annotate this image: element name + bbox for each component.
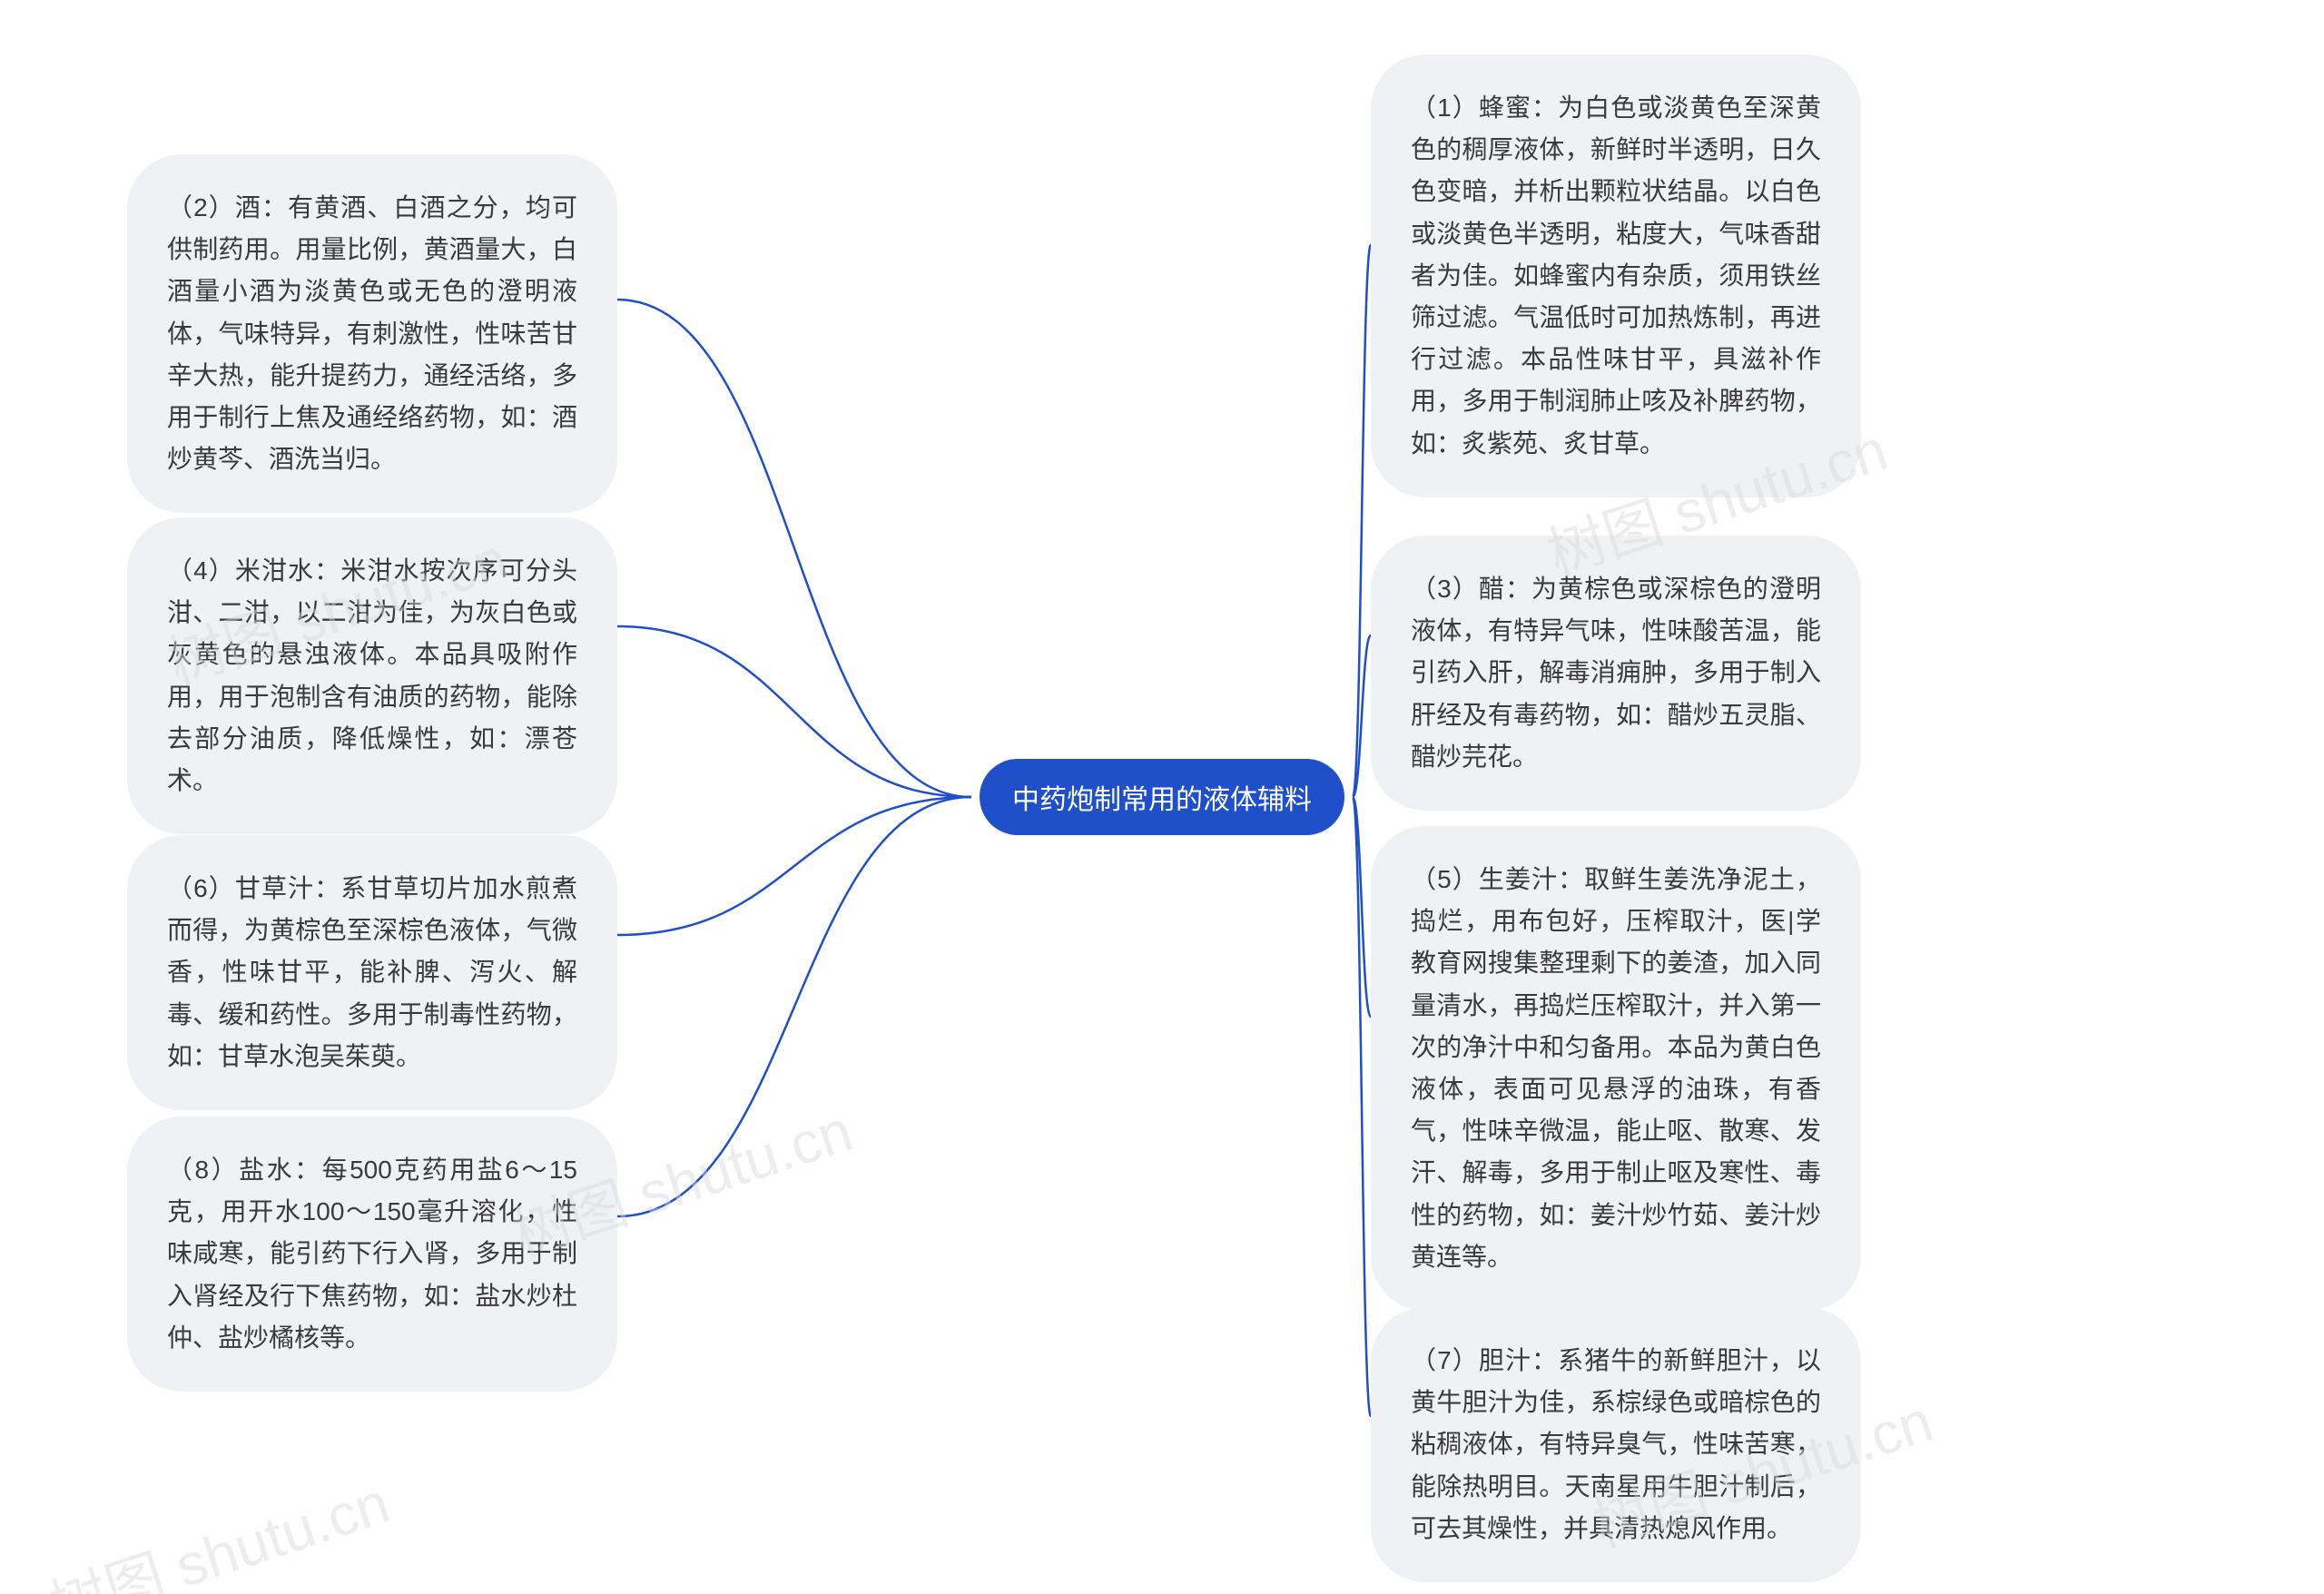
center-node: 中药炮制常用的液体辅料	[980, 759, 1344, 835]
mindmap-canvas: 中药炮制常用的液体辅料 （1）蜂蜜：为白色或淡黄色至深黄色的稠厚液体，新鲜时半透…	[0, 0, 2324, 1594]
leaf-node: （5）生姜汁：取鲜生姜洗净泥土，捣烂，用布包好，压榨取汁，医|学教育网搜集整理剩…	[1371, 826, 1861, 1311]
edge	[617, 300, 971, 797]
leaf-text: （7）胆汁：系猪牛的新鲜胆汁，以黄牛胆汁为佳，系棕绿色或暗棕色的粘稠液体，有特异…	[1411, 1346, 1821, 1542]
edge	[617, 797, 971, 935]
edge	[1353, 797, 1371, 1416]
edge	[617, 797, 971, 1216]
leaf-text: （4）米泔水：米泔水按次序可分头泔、二泔，以二泔为佳，为灰白色或灰黄色的悬浊液体…	[167, 556, 577, 794]
leaf-text: （2）酒：有黄酒、白酒之分，均可供制药用。用量比例，黄酒量大，白酒量小酒为淡黄色…	[167, 193, 577, 473]
edge	[617, 626, 971, 797]
leaf-text: （6）甘草汁：系甘草切片加水煎煮而得，为黄棕色至深棕色液体，气微香，性味甘平，能…	[167, 874, 577, 1070]
leaf-node: （4）米泔水：米泔水按次序可分头泔、二泔，以二泔为佳，为灰白色或灰黄色的悬浊液体…	[127, 517, 617, 834]
leaf-text: （8）盐水：每500克药用盐6～15克，用开水100～150毫升溶化，性味咸寒，…	[167, 1156, 577, 1352]
leaf-node: （8）盐水：每500克药用盐6～15克，用开水100～150毫升溶化，性味咸寒，…	[127, 1117, 617, 1392]
edge	[1353, 635, 1371, 797]
center-label: 中药炮制常用的液体辅料	[1012, 785, 1312, 815]
edge	[1353, 797, 1371, 1017]
leaf-text: （3）醋：为黄棕色或深棕色的澄明液体，有特异气味，性味酸苦温，能引药入肝，解毒消…	[1411, 575, 1821, 771]
edge	[1353, 245, 1371, 797]
leaf-node: （7）胆汁：系猪牛的新鲜胆汁，以黄牛胆汁为佳，系棕绿色或暗棕色的粘稠液体，有特异…	[1371, 1307, 1861, 1582]
watermark: 树图 shutu.cn	[38, 1457, 399, 1594]
leaf-node: （2）酒：有黄酒、白酒之分，均可供制药用。用量比例，黄酒量大，白酒量小酒为淡黄色…	[127, 154, 617, 513]
leaf-node: （3）醋：为黄棕色或深棕色的澄明液体，有特异气味，性味酸苦温，能引药入肝，解毒消…	[1371, 536, 1861, 811]
leaf-node: （6）甘草汁：系甘草切片加水煎煮而得，为黄棕色至深棕色液体，气微香，性味甘平，能…	[127, 835, 617, 1110]
leaf-node: （1）蜂蜜：为白色或淡黄色至深黄色的稠厚液体，新鲜时半透明，日久色变暗，并析出颗…	[1371, 54, 1861, 497]
leaf-text: （1）蜂蜜：为白色或淡黄色至深黄色的稠厚液体，新鲜时半透明，日久色变暗，并析出颗…	[1411, 93, 1821, 458]
leaf-text: （5）生姜汁：取鲜生姜洗净泥土，捣烂，用布包好，压榨取汁，医|学教育网搜集整理剩…	[1411, 865, 1821, 1271]
